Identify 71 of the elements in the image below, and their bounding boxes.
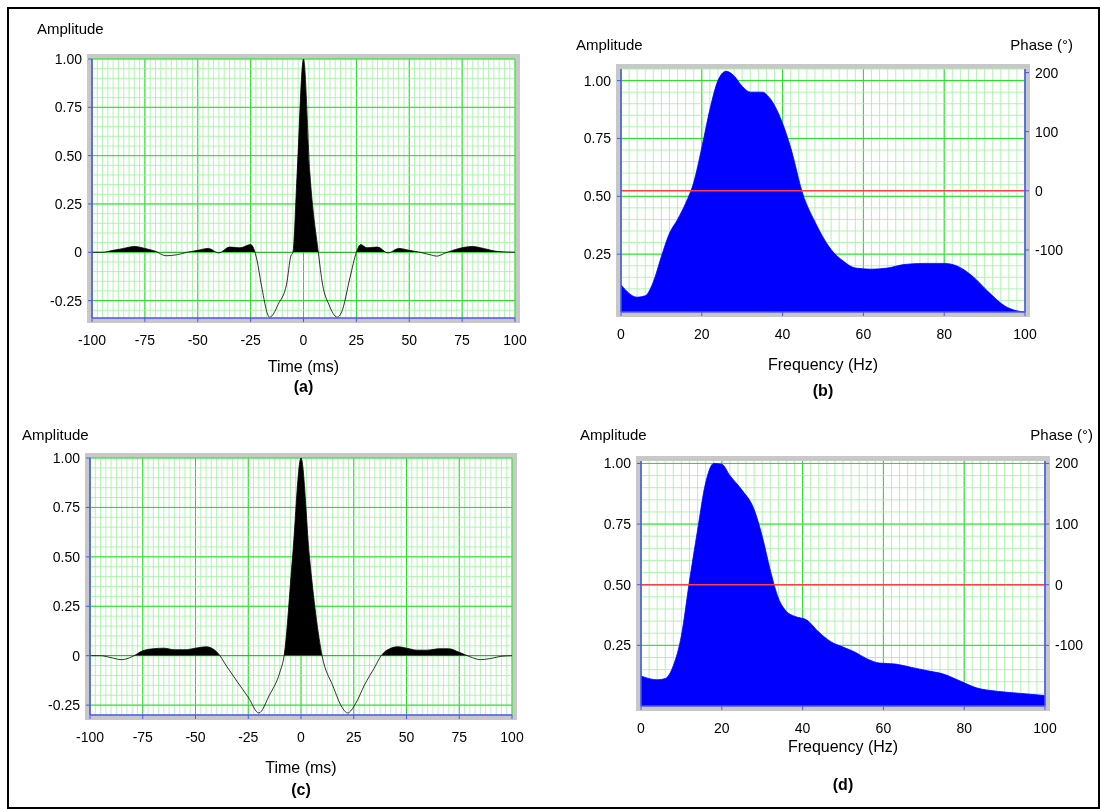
y-tick-label: 0 [74, 244, 83, 261]
x-tick-label: 50 [398, 729, 415, 745]
x-tick-label: 80 [956, 720, 973, 736]
x-tick-label: -25 [240, 332, 261, 348]
y-tick-label: 0.25 [603, 637, 632, 654]
y-tick-label: 0.25 [54, 195, 83, 212]
y-tick-label: 0 [72, 647, 81, 664]
y-tick-label: 0.25 [583, 246, 612, 263]
y-axis-title: Amplitude [576, 36, 643, 53]
x-tick-label: -75 [134, 332, 156, 348]
x-tick-label: -75 [132, 729, 154, 745]
y2-tick-label: 0 [1055, 576, 1063, 593]
y-tick-label: 0.75 [52, 499, 81, 516]
y-axis-title: Amplitude [580, 426, 647, 443]
x-tick-label: 25 [345, 729, 362, 745]
y-tick-label: 0.75 [603, 516, 632, 533]
x-tick-label: 20 [714, 720, 730, 736]
y2-tick-label: 0 [1035, 182, 1043, 199]
y-tick-label: 0.50 [54, 147, 83, 164]
text: (a) [293, 378, 314, 395]
text: (c) [291, 781, 311, 798]
y-tick-label: 0.50 [603, 576, 632, 593]
x-tick-label: 0 [299, 332, 308, 348]
x-tick-label: 40 [794, 720, 811, 736]
text: (d) [832, 776, 854, 793]
y-tick-label: -0.25 [48, 697, 81, 714]
x-tick-label: 75 [451, 729, 468, 745]
y-tick-label: 0.50 [583, 188, 612, 205]
y2-tick-label: 100 [1035, 123, 1059, 140]
x-tick-label: 100 [503, 332, 527, 348]
y2-tick-label: 200 [1035, 64, 1059, 81]
x-tick-label: 0 [297, 729, 306, 745]
x-tick-label: -100 [77, 332, 107, 348]
x-tick-label: 100 [1013, 326, 1037, 342]
y-tick-label: 0.50 [52, 548, 81, 565]
y2-tick-label: -100 [1055, 637, 1084, 654]
x-axis-title: Time (ms) [267, 358, 340, 375]
x-tick-label: 60 [855, 326, 872, 342]
x-tick-label: -50 [187, 332, 209, 348]
x-tick-label: 50 [401, 332, 418, 348]
x-tick-label: 80 [936, 326, 953, 342]
x-tick-label: 75 [454, 332, 471, 348]
y-axis-title: Amplitude [22, 426, 89, 443]
x-tick-label: 60 [875, 720, 892, 736]
y-tick-label: 1.00 [52, 450, 81, 466]
y-tick-label: 1.00 [583, 72, 612, 89]
x-tick-label: 100 [1033, 720, 1057, 736]
x-tick-label: 100 [500, 729, 524, 745]
x-tick-label: 20 [694, 326, 710, 342]
x-tick-label: 0 [637, 720, 646, 736]
y2-axis-title: Phase (°) [1030, 426, 1093, 443]
y2-tick-label: 200 [1055, 455, 1079, 472]
y2-axis-title: Phase (°) [1010, 36, 1073, 53]
y-tick-label: 0.25 [52, 598, 81, 615]
x-axis-title: Frequency (Hz) [767, 356, 879, 373]
y-axis-title: Amplitude [37, 20, 104, 37]
text: (b) [812, 382, 834, 399]
x-tick-label: 25 [348, 332, 365, 348]
x-tick-label: -25 [238, 729, 259, 745]
y-tick-label: -0.25 [50, 292, 83, 309]
x-axis-title: Frequency (Hz) [787, 738, 899, 755]
y2-tick-label: -100 [1035, 241, 1064, 258]
y-tick-label: 1.00 [603, 455, 632, 472]
x-axis-title: Time (ms) [265, 759, 337, 776]
y2-tick-label: 100 [1055, 516, 1079, 533]
y-tick-label: 0.75 [583, 130, 612, 147]
y-tick-label: 1.00 [54, 51, 83, 67]
x-tick-label: -50 [185, 729, 206, 745]
x-tick-label: 40 [774, 326, 791, 342]
y-tick-label: 0.75 [54, 99, 83, 116]
x-tick-label: -100 [75, 729, 105, 745]
